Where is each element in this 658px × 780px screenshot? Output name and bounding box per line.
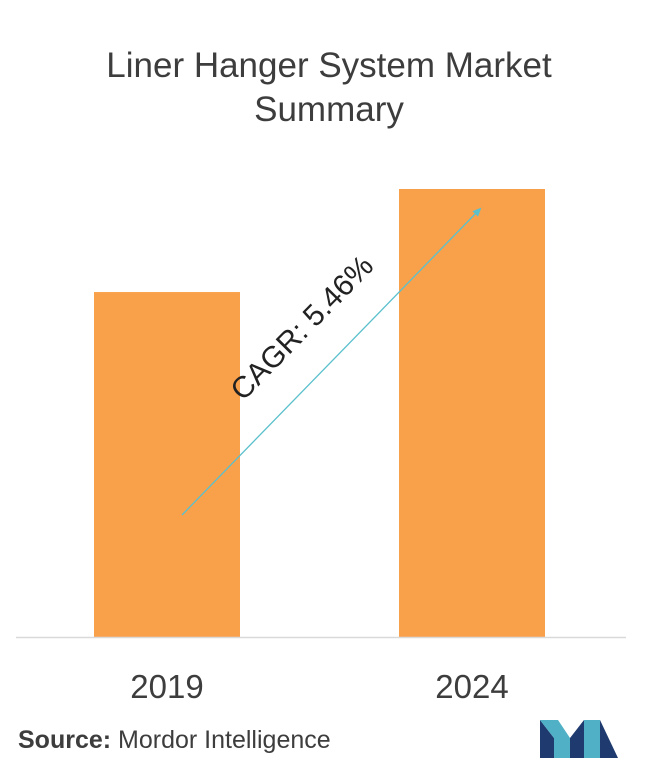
x-tick-label-2024: 2024 [435,668,508,705]
chart-title: Liner Hanger System Market Summary [106,46,552,129]
source-text: Mordor Intelligence [118,726,331,754]
bar-2024 [399,189,545,637]
source-label: Source: [18,726,112,754]
source-note: Source: Mordor Intelligence [18,726,331,755]
mordor-intelligence-logo-icon [540,720,618,758]
x-tick-label-2019: 2019 [130,668,203,705]
cagr-label: CAGR: 5.46% [224,249,380,407]
bar-2019 [94,292,240,637]
cagr-arrow [181,207,482,516]
